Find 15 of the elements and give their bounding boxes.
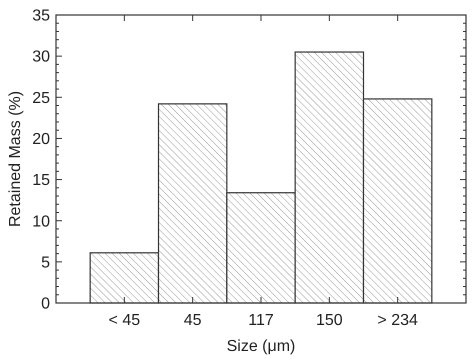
y-tick-label: 10: [32, 213, 50, 230]
x-axis-title: Size (μm): [226, 338, 296, 355]
y-tick-label: 35: [32, 8, 50, 25]
x-tick-label: 150: [316, 312, 343, 329]
y-tick-label: 20: [32, 131, 50, 148]
x-tick-label: < 45: [108, 312, 140, 329]
y-axis-title: Retained Mass (%): [7, 90, 24, 228]
y-tick-label: 15: [32, 172, 50, 190]
x-tick-label: 45: [184, 312, 202, 329]
y-tick-label: 25: [32, 90, 50, 107]
x-tick-label: 117: [248, 312, 274, 329]
y-tick-label: 0: [41, 296, 50, 313]
y-tick-label: 30: [32, 48, 50, 66]
x-tick-label: > 234: [377, 312, 418, 329]
y-tick-label: 5: [41, 254, 50, 272]
